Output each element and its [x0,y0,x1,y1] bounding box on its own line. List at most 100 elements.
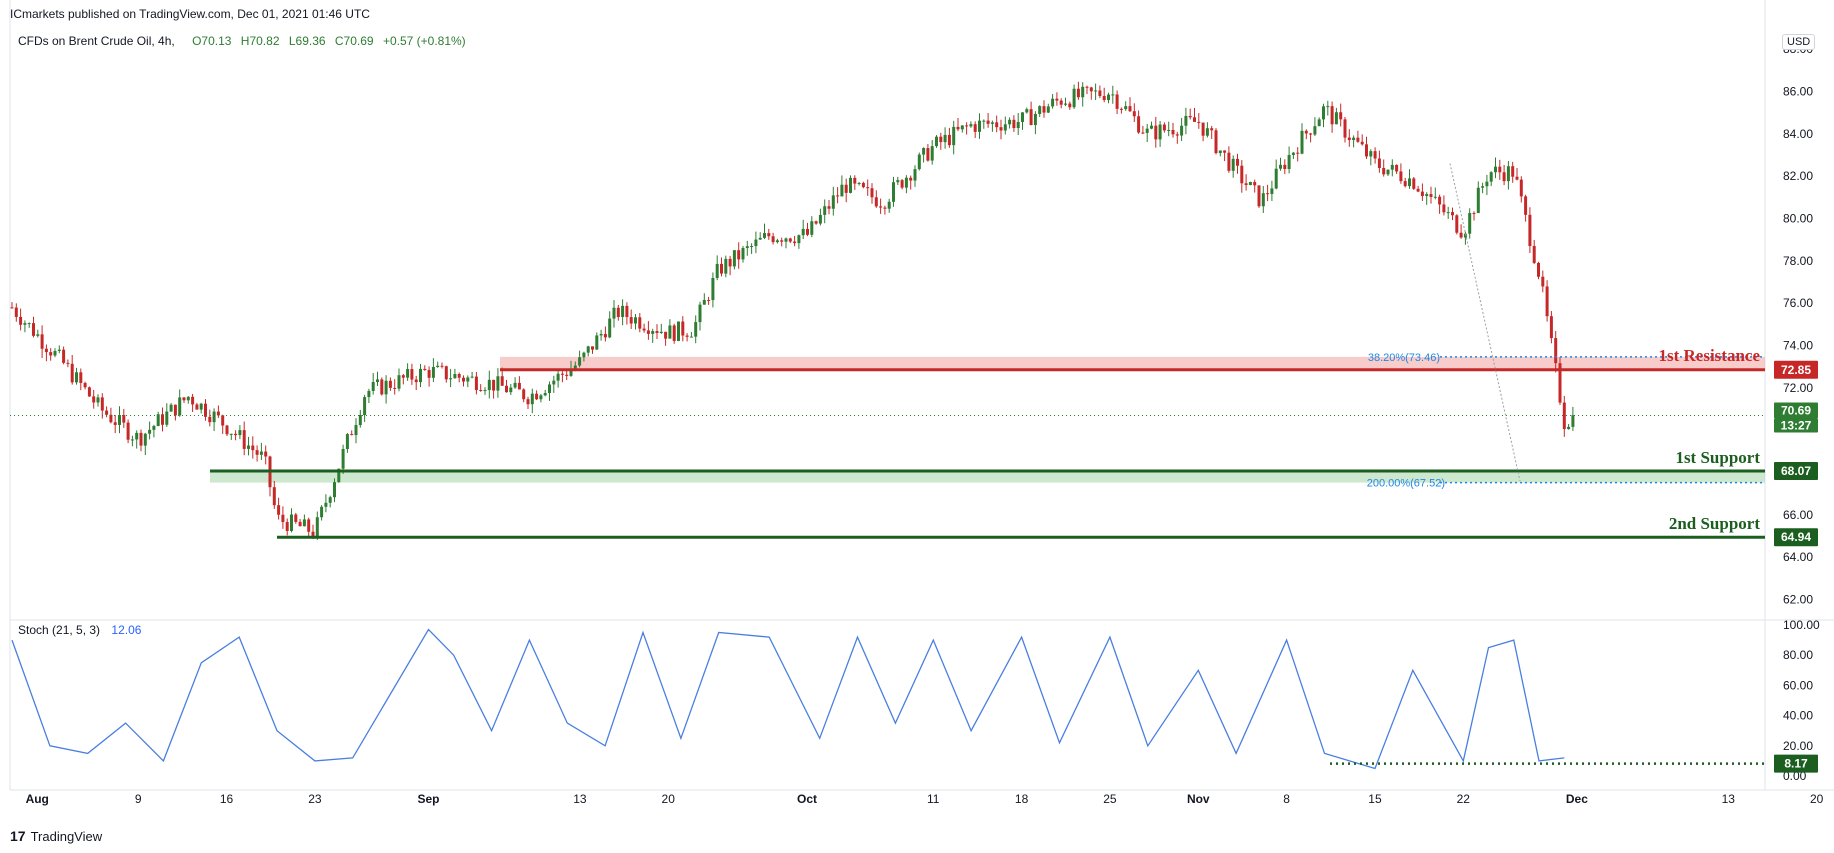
candle-body [780,240,784,242]
tradingview-brand: TradingView [30,828,103,844]
candle-body [161,414,164,425]
candle-body [896,180,900,183]
candle-body [1253,181,1257,186]
candle-body [578,357,582,366]
candle-body [152,425,156,430]
candle-body [1231,158,1235,171]
candle-body [1390,164,1394,170]
candle-body [621,305,625,317]
countdown-badge-bg [1774,418,1818,433]
candle-body [982,120,986,122]
candle-body [165,411,169,425]
candle-body [677,321,680,341]
candle-body [754,239,758,247]
candle-body [367,390,371,398]
candle-body [810,221,814,235]
candle-body [1051,98,1055,107]
candle-body [1472,213,1476,215]
candle-body [565,374,569,376]
candle-body [285,522,289,531]
candle-body [741,248,745,260]
support-1-price-badge-bg [1774,461,1818,480]
resistance-price-badge-bg [1774,360,1818,379]
time-tick: 23 [308,792,322,806]
candle-body [272,487,276,506]
candle-body [247,445,250,449]
price-tick: 86.00 [1783,84,1813,98]
candle-body [1395,164,1399,172]
candle-body [1489,172,1493,182]
candle-body [130,439,134,441]
time-tick: Aug [26,792,49,806]
candle-body [556,373,560,381]
candle-body [1223,150,1227,153]
candle-body [1154,125,1158,140]
candle-body [664,331,668,339]
candle-body [1107,94,1110,101]
candle-body [191,396,195,405]
candle-body [715,263,719,279]
tradingview-logo[interactable]: 17 TradingView [10,828,102,844]
candle-body [169,404,173,412]
candle-body [853,177,857,184]
candle-body [238,430,242,436]
candle-body [1184,115,1188,126]
candle-body [517,382,521,390]
candle-body [1115,94,1119,109]
candle-body [62,349,66,363]
stoch-badge-bg [1774,754,1818,773]
candle-body [1498,166,1502,173]
candle-body [225,425,229,435]
time-tick: 13 [1722,792,1736,806]
candle-body [608,318,612,338]
candle-body [483,390,487,392]
candle-body [53,350,57,356]
support-2-label: 2nd Support [1669,514,1761,533]
candle-body [1111,94,1115,96]
support-2-price-badge-bg [1774,528,1818,547]
close-value: C70.69 [334,34,374,48]
candle-body [1408,178,1411,187]
candle-body [638,317,642,329]
stoch-label[interactable]: Stoch (21, 5, 3) [18,623,101,637]
candle-body [1532,246,1536,263]
candle-body [1485,181,1489,187]
candle-body [444,366,448,380]
candle-body [242,430,246,449]
current-price-badge: 70.69 [1781,404,1811,418]
time-tick: Nov [1187,792,1210,806]
candle-body [973,124,977,132]
candle-body [1240,165,1244,184]
stoch-tick: 20.00 [1783,739,1813,753]
open-value: O70.13 [192,34,232,48]
candle-body [410,369,414,380]
candle-body [470,376,474,378]
stoch-tick: 40.00 [1783,709,1813,723]
candle-body [23,323,27,325]
candle-body [345,434,349,450]
candle-body [1132,111,1136,117]
candle-body [986,120,990,124]
candle-body [930,146,934,161]
candle-body [148,429,152,434]
candle-body [831,195,835,209]
time-tick: Sep [417,792,439,806]
price-tick: 66.00 [1783,508,1813,522]
candle-body [827,206,831,209]
candle-body [255,450,259,455]
candle-body [823,206,827,215]
candle-body [866,187,870,189]
candle-body [234,433,238,436]
symbol-label[interactable]: CFDs on Brent Crude Oil, 4h, [18,34,175,48]
candle-body [401,375,405,378]
candle-body [427,369,431,378]
candle-body [1442,204,1446,213]
candle-body [1175,134,1179,136]
candle-body [1403,181,1407,187]
candle-body [818,214,822,224]
candle-body [1210,128,1214,131]
candle-body [1326,106,1330,108]
candle-body [990,122,994,124]
candle-body [569,369,573,376]
currency-button[interactable]: USD [1782,34,1816,50]
